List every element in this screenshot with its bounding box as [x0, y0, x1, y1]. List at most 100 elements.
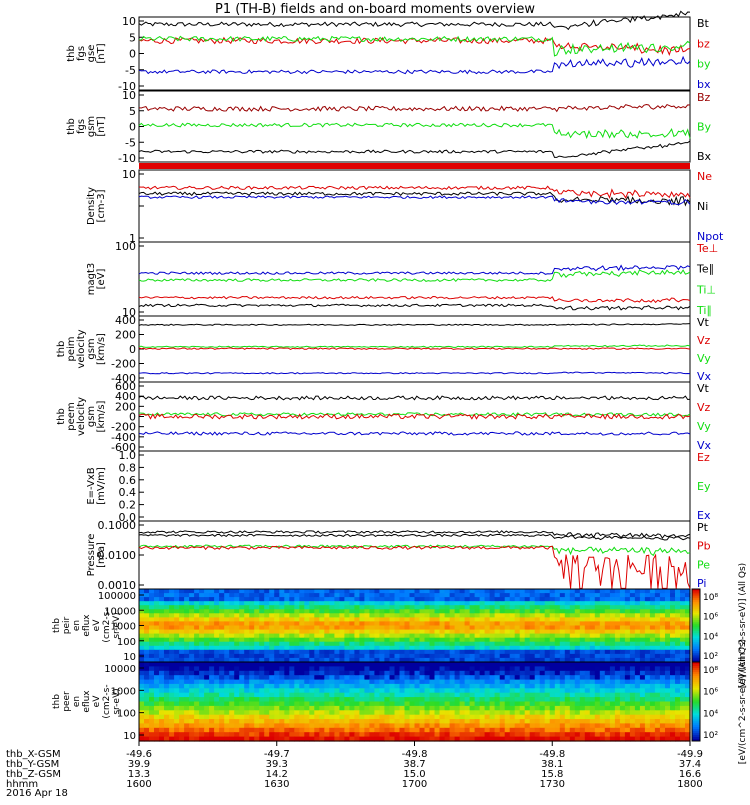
spectrogram-cell — [604, 593, 611, 598]
spectrogram-cell — [685, 589, 691, 594]
spectrogram-cell — [474, 697, 481, 703]
spectrogram-cell — [239, 657, 245, 663]
spectrogram-cell — [369, 641, 375, 647]
spectrogram-cell — [649, 736, 656, 742]
spectrogram-cell — [194, 670, 200, 676]
spectrogram-cell — [319, 719, 325, 725]
spectrogram-cell — [604, 653, 611, 659]
spectrogram-cell — [534, 645, 541, 651]
spectrogram-cell — [609, 621, 616, 627]
spectrogram-cell — [514, 609, 521, 614]
spectrogram-cell — [459, 683, 466, 689]
spectrogram-cell — [519, 633, 526, 639]
spectrogram-cell — [384, 605, 390, 610]
spectrogram-cell — [424, 692, 431, 698]
spectrogram-cell — [249, 688, 255, 694]
spectrogram-cell — [394, 637, 401, 643]
spectrogram-cell — [419, 692, 426, 698]
spectrogram-cell — [149, 710, 155, 716]
spectrogram-cell — [409, 625, 416, 631]
spectrogram-cell — [354, 714, 360, 720]
spectrogram-cell — [334, 666, 340, 672]
spectrogram-cell — [264, 692, 270, 698]
spectrogram-cell — [289, 723, 295, 729]
spectrogram-cell — [279, 637, 285, 643]
spectrogram-cell — [174, 645, 180, 651]
spectrogram-cell — [254, 683, 260, 689]
spectrogram-cell — [364, 593, 370, 598]
spectrogram-cell — [414, 597, 421, 602]
spectrogram-cell — [624, 597, 631, 602]
y-axis-label: thb fgs gse [nT] — [66, 43, 107, 63]
spectrogram-cell — [654, 710, 661, 716]
spectrogram-cell — [144, 605, 150, 610]
spectrogram-cell — [374, 692, 380, 698]
y-axis-label-line: thb — [52, 694, 62, 709]
spectrogram-cell — [629, 736, 636, 742]
y-axis-label-line: Density — [86, 187, 97, 225]
spectrogram-cell — [519, 666, 526, 672]
spectrogram-cell — [154, 710, 160, 716]
spectrogram-cell — [489, 633, 496, 639]
spectrogram-cell — [389, 683, 396, 689]
spectrogram-cell — [594, 633, 601, 639]
spectrogram-cell — [339, 675, 345, 681]
spectrogram-cell — [584, 670, 591, 676]
spectrogram-cell — [314, 593, 320, 598]
spectrogram-cell — [644, 621, 651, 627]
spectrogram-cell — [339, 727, 345, 733]
spectrogram-cell — [389, 637, 396, 643]
x-row-value: -49.8 — [539, 749, 565, 760]
spectrogram-cell — [159, 732, 165, 738]
spectrogram-cell — [214, 617, 220, 623]
spectrogram-cell — [289, 692, 295, 698]
spectrogram-cell — [539, 683, 546, 689]
spectrogram-cell — [479, 609, 486, 614]
spectrogram-cell — [219, 714, 225, 720]
spectrogram-cell — [389, 701, 396, 707]
spectrogram-cell — [319, 662, 325, 667]
spectrogram-cell — [374, 727, 380, 733]
spectrogram-cell — [169, 666, 175, 672]
spectrogram-cell — [329, 637, 335, 643]
spectrogram-cell — [284, 714, 290, 720]
spectrogram-cell — [254, 670, 260, 676]
spectrogram-cell — [594, 714, 601, 720]
spectrogram-cell — [329, 597, 335, 602]
spectrogram-cell — [584, 679, 591, 685]
spectrogram-cell — [554, 625, 561, 631]
spectrogram-cell — [319, 666, 325, 672]
spectrogram-cell — [459, 657, 466, 663]
spectrogram-cell — [234, 601, 240, 606]
spectrogram-cell — [304, 675, 310, 681]
series-line-3 — [138, 371, 691, 375]
spectrogram-cell — [189, 662, 195, 667]
spectrogram-cell — [349, 613, 355, 618]
spectrogram-cell — [644, 719, 651, 725]
spectrogram-cell — [429, 613, 436, 618]
spectrogram-cell — [234, 617, 240, 623]
spectrogram-cell — [680, 692, 686, 698]
spectrogram-cell — [234, 701, 240, 707]
spectrogram-cell — [479, 613, 486, 618]
spectrogram-cell — [259, 692, 265, 698]
series-line-2 — [138, 195, 691, 206]
spectrogram-cell — [584, 732, 591, 738]
spectrogram-cell — [449, 692, 456, 698]
spectrogram-cell — [144, 723, 150, 729]
spectrogram-cell — [654, 629, 661, 635]
spectrogram-cell — [670, 589, 676, 594]
spectrogram-cell — [524, 675, 531, 681]
spectrogram-cell — [514, 705, 521, 711]
spectrogram-cell — [670, 637, 676, 643]
spectrogram-cell — [434, 705, 441, 711]
spectrogram-cell — [259, 621, 265, 627]
spectrogram-cell — [579, 688, 586, 694]
spectrogram-cell — [634, 633, 641, 639]
spectrogram-cell — [609, 597, 616, 602]
spectrogram-cell — [299, 719, 305, 725]
spectrogram-cell — [509, 688, 516, 694]
spectrogram-cell — [394, 657, 401, 663]
spectrogram-cell — [564, 621, 571, 627]
